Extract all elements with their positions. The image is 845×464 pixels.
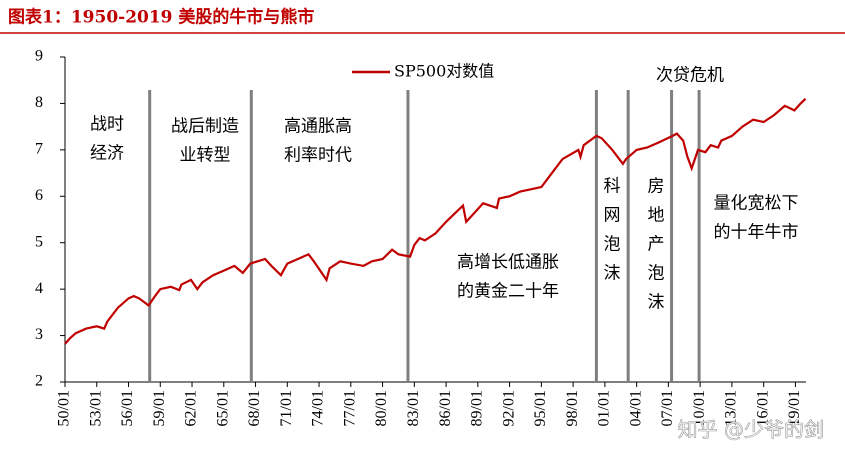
x-tick-label: 07/01 [659,390,676,426]
y-tick-label: 3 [35,326,43,343]
x-tick-label: 65/01 [214,390,231,426]
chart-title: 图表1：1950-2019 美股的牛市与熊市 [8,7,314,28]
x-tick-label: 68/01 [246,390,263,426]
annotation: 沫 [648,293,665,313]
annotation: 的十年牛市 [714,223,799,243]
x-tick-label: 80/01 [373,390,390,426]
x-tick-label: 16/01 [754,390,771,426]
annotation: 战后制造 [171,117,239,137]
x-tick-label: 74/01 [310,390,327,426]
legend-label: SP500对数值 [394,62,494,81]
x-tick-label: 19/01 [786,390,803,426]
annotation: 高通胀高 [284,117,352,137]
x-tick-label: 13/01 [723,390,740,426]
annotation: 战时 [90,115,124,135]
x-tick-label: 04/01 [627,390,644,426]
annotation: 的黄金二十年 [457,282,559,302]
x-tick-label: 01/01 [596,390,613,426]
x-tick-label: 92/01 [500,390,517,426]
annotation: 利率时代 [284,146,352,166]
x-tick-label: 62/01 [183,390,200,426]
x-tick-label: 53/01 [87,390,104,426]
annotation: 业转型 [180,146,231,166]
annotation: 经济 [90,144,124,164]
y-tick-label: 5 [35,233,43,250]
x-tick-label: 86/01 [437,390,454,426]
annotation: 科 [604,177,621,197]
y-tick-label: 9 [35,48,43,65]
annotation: 房 [648,177,665,197]
x-tick-label: 50/01 [56,390,73,426]
watermark: 知乎 @少爷的剑 [678,418,824,442]
annotation: 地 [648,206,665,226]
x-tick-label: 89/01 [469,390,486,426]
x-tick-label: 59/01 [151,390,168,426]
series-line [64,98,807,345]
y-tick-label: 2 [35,373,43,390]
annotation: 泡 [648,264,665,284]
annotation: 泡 [604,235,621,255]
annotation: 网 [604,206,621,226]
x-tick-label: 71/01 [278,390,295,426]
annotation: 高增长低通胀 [457,253,559,273]
y-tick-label: 7 [35,141,43,158]
x-tick-label: 95/01 [532,390,549,426]
x-tick-label: 77/01 [341,390,358,426]
y-tick-label: 4 [35,280,43,297]
annotation: 产 [648,235,665,255]
y-tick-label: 6 [35,187,43,204]
x-tick-label: 10/01 [691,390,708,426]
annotation: 量化宽松下 [714,194,799,214]
annotation: 次贷危机 [656,66,724,86]
y-tick-label: 8 [35,94,43,111]
x-tick-label: 98/01 [564,390,581,426]
annotation: 沫 [604,264,621,284]
x-tick-label: 83/01 [405,390,422,426]
x-tick-label: 56/01 [119,390,136,426]
